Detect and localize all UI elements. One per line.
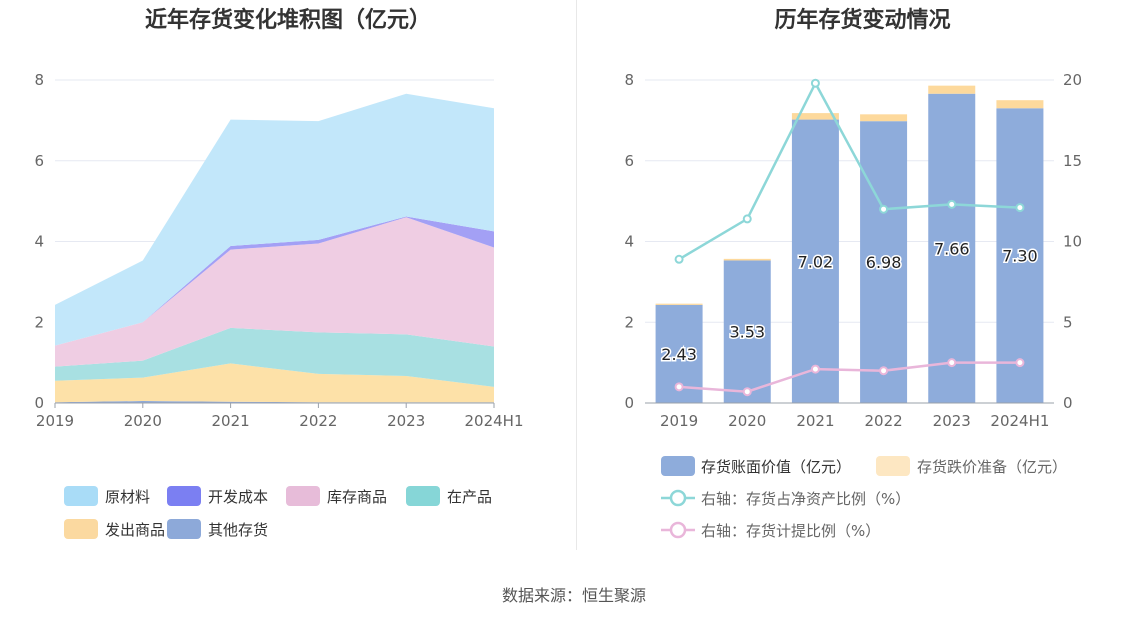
x-tick-label: 2022 bbox=[864, 412, 902, 430]
bar-data-label: 2.43 bbox=[661, 345, 697, 364]
line-point bbox=[674, 382, 684, 392]
bar-book-value bbox=[996, 108, 1044, 403]
x-tick-label: 2022 bbox=[299, 412, 337, 430]
line-point bbox=[674, 254, 684, 264]
inventory-bar-panel: 历年存货变动情况 0 2 4 6 8 0 5 10 15 20 2.43 3.53 7.02 6.98 7.… bbox=[577, 0, 1148, 560]
line-series-net-asset-ratio bbox=[678, 80, 1020, 261]
line-point bbox=[1015, 358, 1025, 368]
legend-swatch-在产品 bbox=[406, 486, 440, 506]
y2-tick-label: 15 bbox=[1063, 152, 1082, 170]
line-point bbox=[810, 78, 820, 88]
bar-data-label: 7.02 bbox=[798, 252, 834, 271]
area-series-开发成本 bbox=[55, 216, 494, 346]
bar-book-value bbox=[723, 260, 771, 403]
bar-impairment bbox=[791, 113, 839, 120]
legend-line-marker bbox=[669, 489, 687, 507]
y2-tick-label: 20 bbox=[1063, 71, 1082, 89]
line-series-provision-ratio bbox=[678, 361, 1020, 393]
y-tick-label: 4 bbox=[34, 233, 44, 251]
bar-data-label: 6.98 bbox=[866, 253, 902, 272]
legend-label: 库存商品 bbox=[327, 488, 387, 506]
line-point bbox=[879, 204, 889, 214]
legend-label: 开发成本 bbox=[208, 488, 268, 506]
area-series-库存商品 bbox=[55, 217, 494, 367]
bar-impairment bbox=[860, 114, 908, 122]
x-tick-label: 2024H1 bbox=[465, 412, 524, 430]
inventory-stacked-area-panel: 近年存货变化堆积图（亿元） 0 2 4 6 8 2019 2020 2021 2022 2023 2… bbox=[0, 0, 576, 560]
left-chart-title: 近年存货变化堆积图（亿元） bbox=[144, 8, 431, 33]
legend-swatch-其他存货 bbox=[167, 519, 201, 539]
y-tick-label: 2 bbox=[34, 313, 44, 331]
y-tick-label: 6 bbox=[624, 152, 634, 170]
stacked-area-chart: 0 2 4 6 8 2019 2020 2021 2022 2023 2024H1 原材料 开发成本 库存… bbox=[34, 71, 524, 539]
line-point bbox=[947, 358, 957, 368]
bar-book-value bbox=[928, 93, 976, 403]
y-tick-label: 0 bbox=[34, 394, 44, 412]
bar-impairment bbox=[928, 85, 976, 94]
panel-divider bbox=[576, 0, 577, 550]
area-series-原材料 bbox=[55, 93, 494, 346]
y-tick-label: 4 bbox=[624, 233, 634, 251]
y-tick-label: 8 bbox=[34, 71, 44, 89]
legend-swatch-库存商品 bbox=[286, 486, 320, 506]
y-tick-label: 8 bbox=[624, 71, 634, 89]
legend-label: 右轴：存货计提比例（%） bbox=[701, 522, 880, 540]
bar-data-label: 7.30 bbox=[1002, 247, 1038, 266]
bar-book-value bbox=[791, 119, 839, 403]
legend-swatch-发出商品 bbox=[64, 519, 98, 539]
x-tick-label: 2023 bbox=[387, 412, 425, 430]
area-series-在产品 bbox=[55, 327, 494, 387]
legend-label: 在产品 bbox=[447, 488, 492, 506]
y-tick-label: 6 bbox=[34, 152, 44, 170]
x-tick-label: 2021 bbox=[796, 412, 834, 430]
bar-impairment bbox=[996, 100, 1044, 109]
legend-label: 右轴：存货占净资产比例（%） bbox=[701, 490, 910, 508]
bar-impairment bbox=[723, 258, 771, 261]
line-point bbox=[810, 364, 820, 374]
line-point bbox=[742, 214, 752, 224]
bar-data-label: 7.66 bbox=[934, 239, 970, 258]
x-tick-label: 2020 bbox=[124, 412, 162, 430]
legend-swatch-原材料 bbox=[64, 486, 98, 506]
inventory-bar-line-chart: 0 2 4 6 8 0 5 10 15 20 2.43 3.53 7.02 6.98 7.66 7.30 201… bbox=[624, 71, 1082, 540]
legend-label: 发出商品 bbox=[105, 521, 165, 539]
y2-tick-label: 10 bbox=[1063, 233, 1082, 251]
legend-line-marker bbox=[669, 521, 687, 539]
data-source: 数据来源：恒生聚源 bbox=[501, 586, 646, 605]
x-tick-label: 2021 bbox=[212, 412, 250, 430]
x-tick-label: 2019 bbox=[36, 412, 74, 430]
legend-swatch-impairment bbox=[876, 456, 910, 476]
legend-label: 原材料 bbox=[105, 488, 150, 506]
x-tick-label: 2023 bbox=[933, 412, 971, 430]
line-point bbox=[1015, 203, 1025, 213]
bar-data-label: 3.53 bbox=[729, 323, 765, 342]
y2-tick-label: 0 bbox=[1063, 394, 1073, 412]
legend-label: 其他存货 bbox=[208, 521, 268, 539]
x-tick-label: 2019 bbox=[660, 412, 698, 430]
y-tick-label: 0 bbox=[624, 394, 634, 412]
y-tick-label: 2 bbox=[624, 313, 634, 331]
y2-tick-label: 5 bbox=[1063, 313, 1073, 331]
line-point bbox=[947, 199, 957, 209]
line-point bbox=[742, 387, 752, 397]
bar-book-value bbox=[860, 121, 908, 404]
line-point bbox=[879, 366, 889, 376]
legend-swatch-开发成本 bbox=[167, 486, 201, 506]
x-tick-label: 2020 bbox=[728, 412, 766, 430]
legend-label: 存货跌价准备（亿元） bbox=[917, 458, 1067, 476]
x-tick-label: 2024H1 bbox=[990, 412, 1049, 430]
legend-label: 存货账面价值（亿元） bbox=[701, 458, 851, 476]
legend-swatch-book-value bbox=[661, 456, 695, 476]
area-series-发出商品 bbox=[55, 363, 494, 403]
right-chart-title: 历年存货变动情况 bbox=[774, 8, 951, 33]
bar-impairment bbox=[655, 303, 703, 305]
